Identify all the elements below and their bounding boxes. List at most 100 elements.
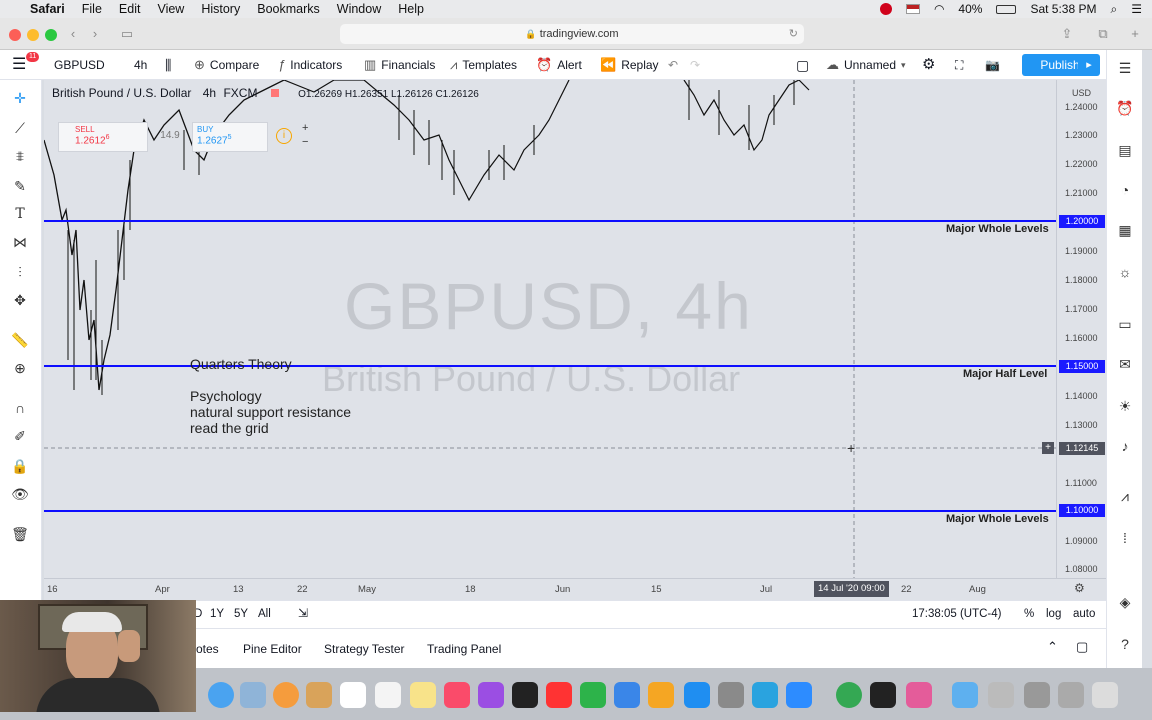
menu-history[interactable]: History [201, 2, 241, 16]
price-scale[interactable]: USD 1.24000 1.23000 1.22000 1.21000 1.20… [1056, 80, 1106, 578]
stickies-icon[interactable] [410, 682, 436, 708]
pages-icon[interactable] [648, 682, 674, 708]
textedit-icon[interactable] [375, 682, 401, 708]
photos-icon[interactable] [273, 682, 299, 708]
zoom-icon[interactable] [786, 682, 812, 708]
crosshair-icon[interactable]: ✛ [14, 90, 26, 106]
fullscreen-icon[interactable]: ⛶ [955, 58, 964, 72]
trend-arrow-icon[interactable]: ⩘ [1121, 488, 1129, 504]
help-icon[interactable]: ? [1121, 636, 1129, 652]
menu-file[interactable]: File [81, 2, 102, 16]
level-line-1-20[interactable] [44, 220, 1056, 222]
tab-pine-editor[interactable]: Pine Editor [243, 642, 302, 656]
pattern-tool-icon[interactable]: ⋈ [13, 234, 27, 250]
trash-can-icon[interactable] [1092, 682, 1118, 708]
menu-bookmarks[interactable]: Bookmarks [257, 2, 320, 16]
numbers-icon[interactable] [580, 682, 606, 708]
replay-button[interactable]: ⏪ Replay [600, 50, 659, 80]
note-line-read-grid[interactable]: read the grid [190, 420, 269, 436]
time-scale[interactable]: 16 Apr 13 22 May 18 Jun 15 Jul 14 Jul '2… [44, 578, 1106, 600]
prediction-tool-icon[interactable]: ⫶ [18, 264, 22, 280]
range-button-d[interactable]: D [194, 608, 203, 620]
timezone-clock[interactable]: 17:38:05 (UTC-4) [912, 608, 1002, 620]
menu-view[interactable]: View [157, 2, 185, 16]
trend-line-icon[interactable]: ⟋ [15, 120, 25, 136]
activity-monitor-icon[interactable] [870, 682, 896, 708]
new-tab-icon[interactable]: + [1131, 26, 1139, 41]
music-icon[interactable] [444, 682, 470, 708]
note-title[interactable]: Quarters Theory [190, 356, 292, 372]
zoom-in-icon[interactable]: ⊕ [14, 360, 26, 376]
stream-icon[interactable]: ▸ [1078, 54, 1100, 76]
alert-button[interactable]: ⏰ Alert [536, 50, 582, 80]
sell-button[interactable]: SELL 1.26126 [58, 122, 148, 152]
app-store-icon[interactable] [684, 682, 710, 708]
info-icon[interactable]: i [276, 128, 292, 144]
settings-gear-icon[interactable]: ⚙ [922, 56, 936, 73]
layout-select-icon[interactable]: ▢ [796, 57, 810, 73]
main-menu-icon[interactable]: ☰ [12, 56, 27, 73]
level-line-1-15[interactable] [44, 365, 1056, 367]
compare-button[interactable]: ⊕ Compare [194, 50, 259, 80]
chrome-icon[interactable] [836, 682, 862, 708]
symbol-search-button[interactable]: GBPUSD [54, 58, 105, 72]
news-icon[interactable] [546, 682, 572, 708]
downloads-folder-icon[interactable] [952, 682, 978, 708]
flag-icon[interactable] [905, 4, 920, 14]
trash-icon[interactable]: 🗑 [11, 526, 29, 542]
menubar-clock[interactable]: Sat 5:38 PM [1030, 2, 1097, 16]
range-button-all[interactable]: All [258, 608, 271, 620]
control-center-icon[interactable]: ☰ [1131, 2, 1142, 16]
quantity-plus-icon[interactable]: + [302, 122, 309, 134]
tab-strategy-tester[interactable]: Strategy Tester [324, 642, 405, 656]
object-tree-icon[interactable]: ⁞ [1123, 530, 1127, 546]
apple-tv-icon[interactable] [512, 682, 538, 708]
range-button-1y[interactable]: 1Y [210, 608, 225, 620]
symbol-legend[interactable]: British Pound / U.S. Dollar 4h FXCM O1.2… [52, 86, 479, 100]
eye-visibility-icon[interactable]: 👁 [11, 486, 29, 502]
tab-notes[interactable]: otes [196, 642, 219, 656]
watchlist-icon[interactable]: ☰ [1118, 60, 1132, 76]
sidebar-icon[interactable]: ▭ [120, 26, 134, 41]
financials-button[interactable]: ▥ Financials [364, 50, 435, 80]
menu-window[interactable]: Window [336, 2, 382, 16]
forward-icon[interactable]: › [92, 26, 98, 41]
go-to-date-icon[interactable]: ⇲ [298, 606, 309, 620]
fib-tool-icon[interactable]: ⩨ [16, 148, 24, 164]
documents-stack-icon[interactable] [988, 682, 1014, 708]
idea-stream-icon[interactable]: ☀ [1118, 398, 1132, 414]
record-icon[interactable] [879, 3, 892, 15]
alerts-clock-icon[interactable]: ⏰ [1116, 100, 1134, 116]
redo-icon[interactable]: ↷ [690, 58, 701, 72]
text-tool-icon[interactable]: T [15, 206, 25, 222]
tabs-overview-icon[interactable]: ⧉ [1098, 26, 1108, 41]
tab-trading-panel[interactable]: Trading Panel [427, 642, 502, 656]
note-line-support-resistance[interactable]: natural support resistance [190, 404, 352, 420]
maximize-panel-icon[interactable]: ▢ [1076, 639, 1089, 654]
chat-icon[interactable]: ✉ [1119, 356, 1131, 372]
collapse-panel-icon[interactable]: ⌃ [1047, 639, 1058, 654]
layout-name-button[interactable]: ☁ Unnamed ▾ [826, 50, 906, 80]
recent-stack-icon[interactable] [1058, 682, 1084, 708]
undo-icon[interactable]: ↶ [668, 58, 679, 72]
menu-edit[interactable]: Edit [118, 2, 141, 16]
back-icon[interactable]: ‹ [70, 26, 76, 41]
note-line-psychology[interactable]: Psychology [190, 388, 262, 404]
screenshots-stack-icon[interactable] [1024, 682, 1050, 708]
layers-icon[interactable]: ◈ [1119, 594, 1131, 610]
buy-button[interactable]: BUY 1.26275 [192, 122, 268, 152]
chart-pane[interactable]: GBPUSD, 4h British Pound / U.S. Dollar M… [44, 80, 1056, 578]
templates-button[interactable]: ⩘ Templates [450, 50, 517, 80]
menu-app-name[interactable]: Safari [30, 2, 65, 16]
data-window-icon[interactable]: ▤ [1118, 142, 1132, 158]
ideas-bulb-icon[interactable]: ☼ [1118, 264, 1132, 280]
telegram-icon[interactable] [752, 682, 778, 708]
calendar-app-icon[interactable] [340, 682, 366, 708]
streams-icon[interactable]: ▭ [1118, 316, 1132, 332]
notes-folder-icon[interactable] [306, 682, 332, 708]
close-window-button[interactable] [9, 29, 21, 41]
finder-icon[interactable] [208, 682, 234, 708]
wifi-icon[interactable]: ◠ [933, 2, 945, 16]
add-alert-plus-icon[interactable]: + [1042, 442, 1054, 454]
indicators-button[interactable]: ƒ Indicators [278, 50, 342, 80]
